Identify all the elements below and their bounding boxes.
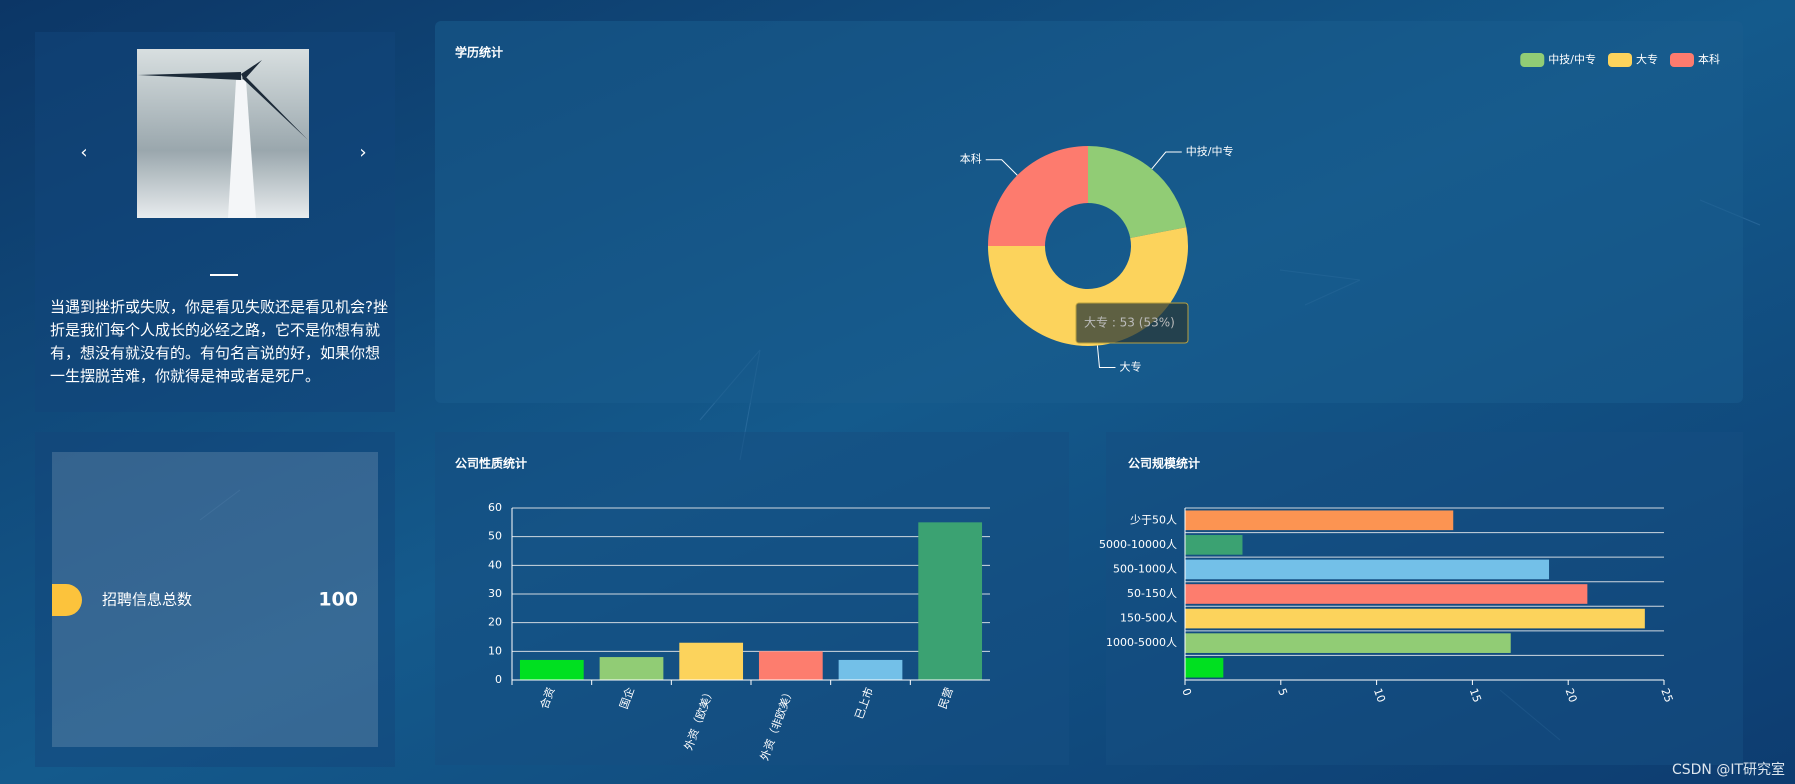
x-tick-label: 5	[1275, 687, 1290, 698]
label-line	[1096, 345, 1116, 368]
donut-slice	[988, 146, 1088, 246]
bar	[1185, 633, 1511, 653]
kpi-card	[52, 452, 378, 747]
y-tick-label: 20	[488, 616, 502, 629]
legend: 中技/中专 大专 本科	[1520, 52, 1720, 67]
kpi-value: 100	[318, 589, 358, 611]
kpi-panel	[35, 432, 395, 767]
turbine-blade	[241, 60, 262, 80]
bar	[1185, 510, 1454, 531]
chart-title: 学历统计	[455, 45, 503, 60]
y-tick-label: 150-500人	[1120, 612, 1177, 625]
legend-label: 大专	[1636, 52, 1658, 66]
donut-slice	[1088, 146, 1187, 238]
turbine-blade	[138, 72, 241, 80]
turbine-blade	[242, 76, 308, 140]
watermark: CSDN @IT研究室	[1672, 761, 1785, 778]
y-tick-label: 0	[495, 673, 502, 686]
x-tick-label: 0	[1179, 687, 1194, 698]
y-tick-label: 少于50人	[1130, 513, 1177, 526]
y-tick-label: 5000-10000人	[1099, 538, 1177, 551]
bar	[1185, 608, 1645, 629]
donut-panel	[435, 21, 1743, 403]
legend-swatch	[1608, 53, 1632, 67]
x-tick-label: 25	[1658, 687, 1675, 705]
kpi-icon	[52, 584, 82, 616]
carousel-next[interactable]: ›	[359, 142, 366, 163]
bar	[1185, 584, 1588, 604]
y-tick-label: 40	[488, 558, 502, 571]
y-tick-label: 500-1000人	[1113, 562, 1177, 575]
chart-title: 公司性质统计	[455, 456, 527, 471]
x-tick-label: 20	[1563, 687, 1580, 705]
bar	[599, 657, 664, 680]
slice-label: 中技/中专	[1186, 144, 1234, 158]
label-line	[1151, 151, 1182, 170]
y-tick-label: 60	[488, 501, 502, 514]
y-tick-label: 30	[488, 587, 502, 600]
bar	[758, 651, 823, 680]
turbine-tower	[228, 80, 256, 218]
tooltip-box	[1075, 302, 1189, 344]
bar	[679, 642, 744, 680]
x-tick-label: 10	[1371, 687, 1388, 705]
y-tick-label: 10	[488, 644, 502, 657]
slice-label: 本科	[960, 152, 982, 166]
bar	[918, 522, 983, 680]
bar	[1185, 657, 1224, 678]
bar	[1185, 535, 1243, 555]
legend-swatch	[1520, 53, 1545, 67]
x-tick-label: 15	[1467, 687, 1484, 705]
carousel-quote: 当遇到挫折或失败，你是看见失败还是看见机会?挫折是我们每个人成长的必经之路，它不…	[50, 298, 388, 385]
y-tick-label: 50-150人	[1127, 587, 1177, 600]
tooltip-text: 大专 : 53 (53%)	[1084, 315, 1175, 330]
legend-swatch	[1670, 53, 1694, 67]
legend-label: 中技/中专	[1548, 52, 1596, 66]
y-tick-label: 1000-5000人	[1106, 636, 1177, 649]
bar	[1185, 559, 1550, 580]
bar	[838, 659, 903, 680]
bar	[519, 659, 584, 680]
carousel-prev[interactable]: ‹	[80, 142, 87, 163]
slice-label: 大专	[1119, 359, 1141, 373]
y-tick-label: 50	[488, 530, 502, 543]
legend-label: 本科	[1698, 52, 1720, 66]
kpi-label: 招聘信息总数	[102, 591, 192, 609]
label-line	[985, 159, 1018, 176]
chart-title: 公司规模统计	[1128, 456, 1200, 471]
